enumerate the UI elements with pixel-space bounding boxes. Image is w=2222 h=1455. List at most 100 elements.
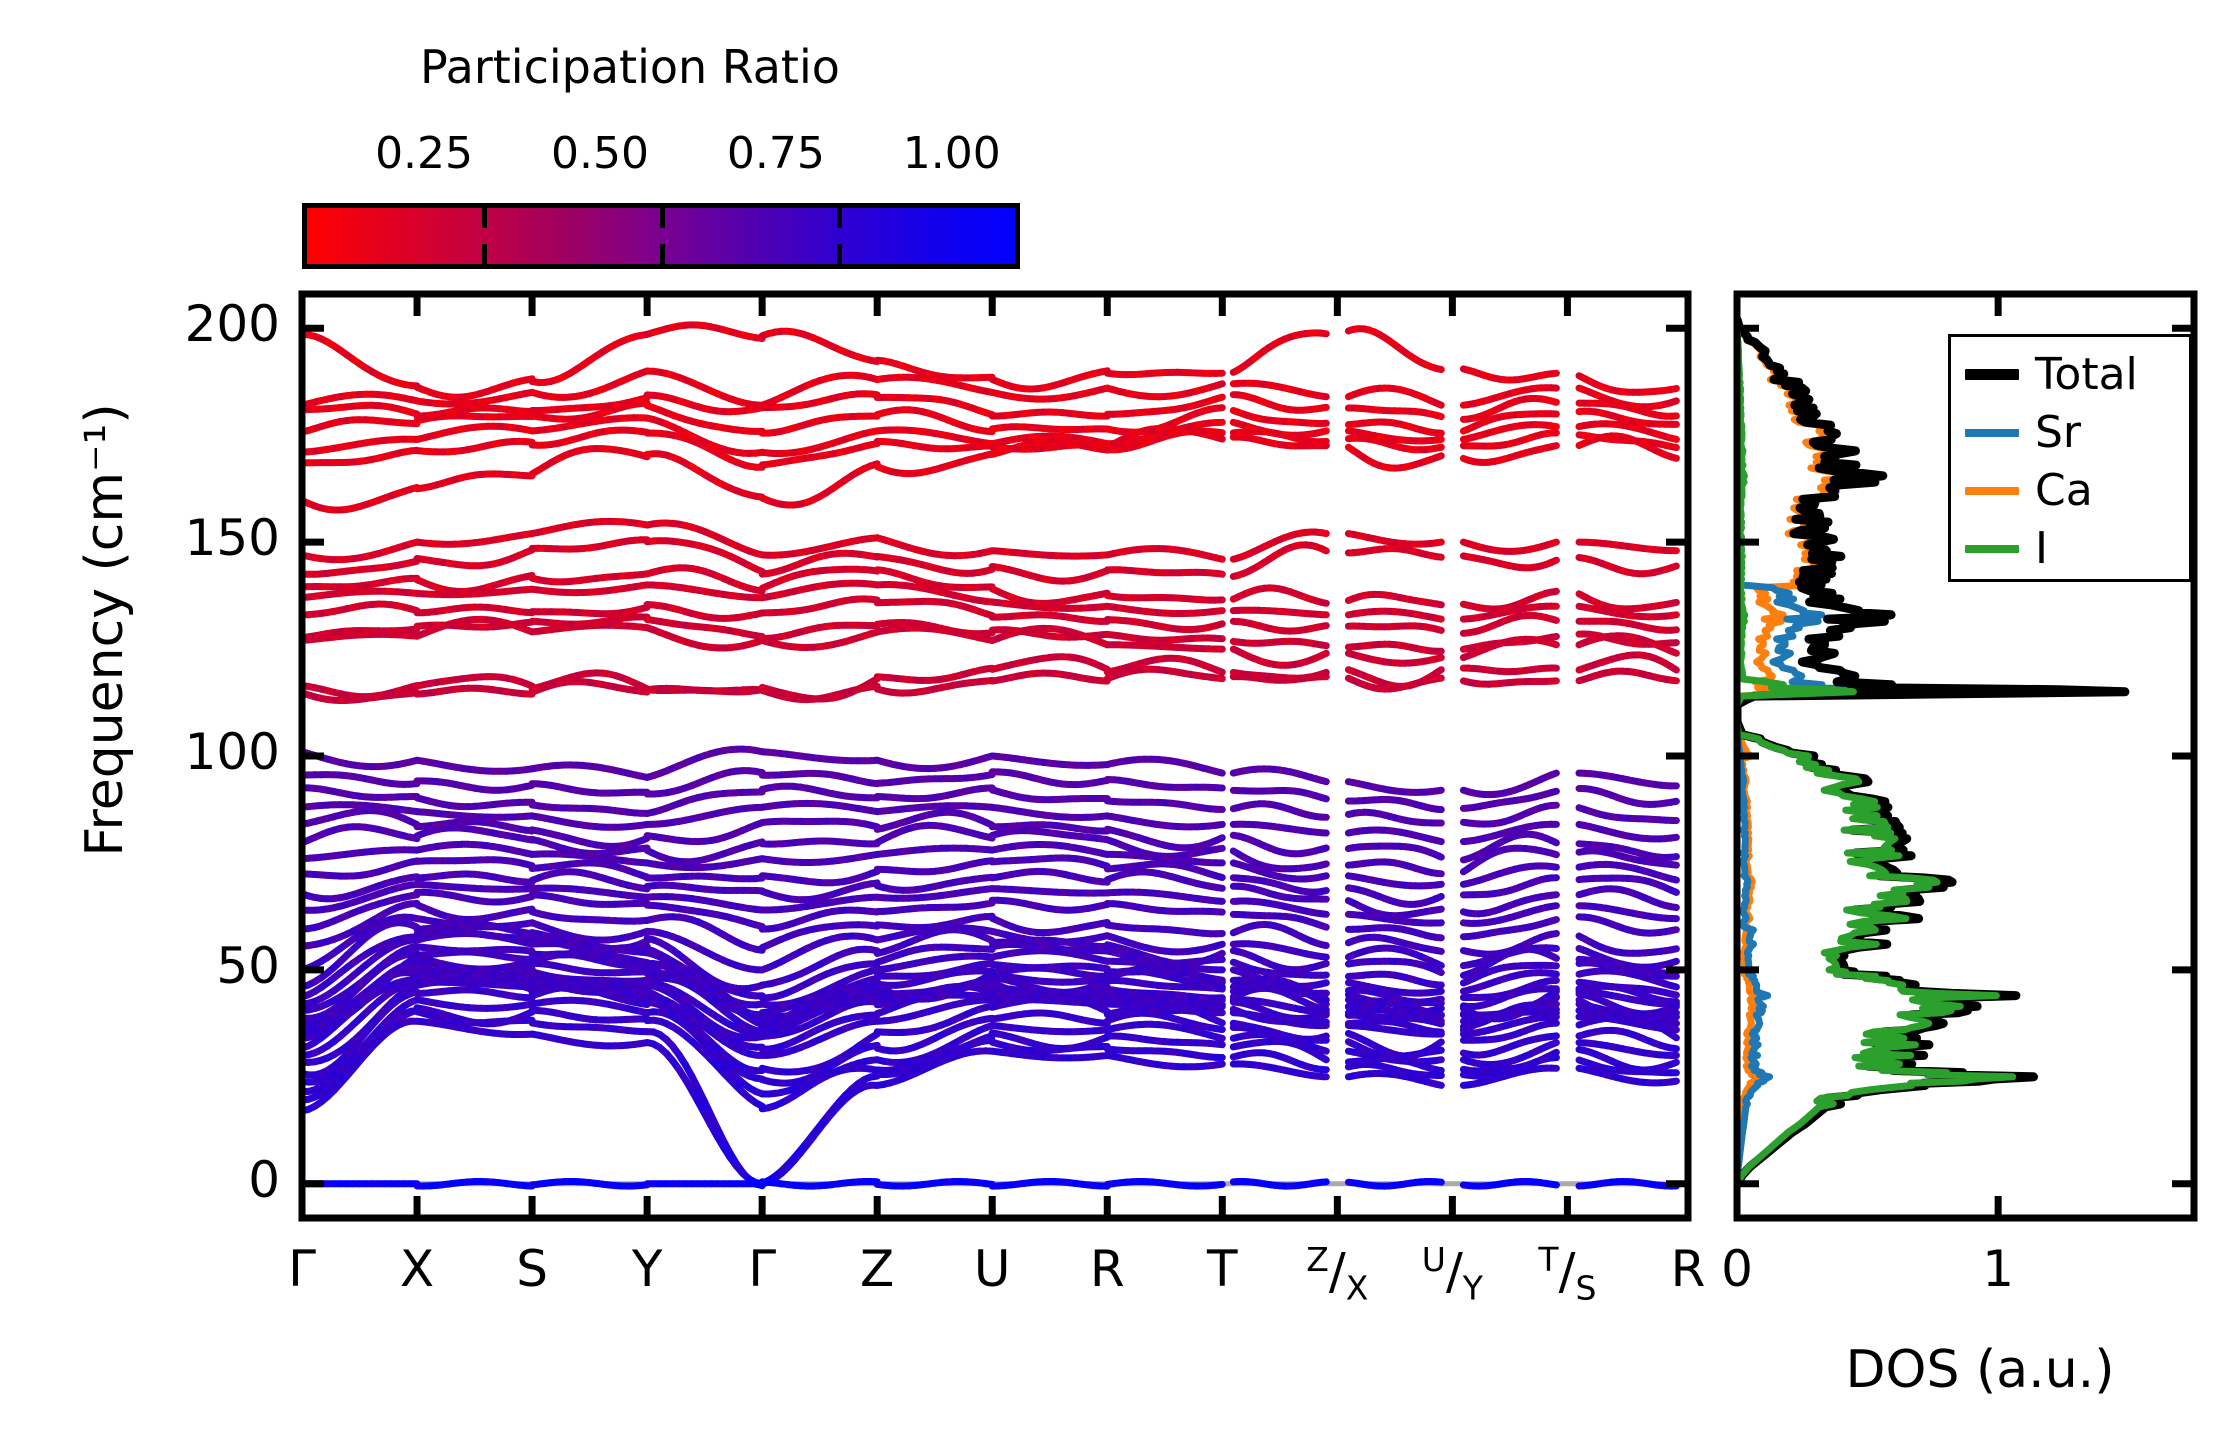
band-segment xyxy=(1501,947,1514,956)
band-segment xyxy=(1459,1004,1473,1015)
band-segment xyxy=(1059,1178,1073,1187)
band-segment xyxy=(637,1007,651,1017)
band-segment xyxy=(1014,997,1028,1006)
band-segment xyxy=(349,939,363,953)
band-segment xyxy=(713,981,728,991)
band-segment xyxy=(1245,971,1258,981)
band-segment xyxy=(662,974,677,983)
band-segment xyxy=(656,929,670,938)
band-segment xyxy=(1396,1002,1409,1011)
band-segment xyxy=(1199,997,1213,1006)
band-segment xyxy=(330,914,344,925)
band-segment xyxy=(1148,1060,1162,1069)
band-segment xyxy=(1360,1180,1373,1189)
band-segment xyxy=(1470,1019,1483,1029)
band-segment xyxy=(432,999,447,1008)
band-segment xyxy=(790,948,804,959)
band-segment xyxy=(1591,1004,1605,1013)
band-segment xyxy=(1608,1013,1621,1021)
band-segment xyxy=(317,1009,332,1020)
band-segment xyxy=(1007,1011,1022,1020)
band-segment xyxy=(809,961,824,972)
band-segment xyxy=(1084,982,1098,992)
band-segment xyxy=(368,988,383,1000)
band-segment xyxy=(554,982,568,992)
band-segment xyxy=(400,998,415,1010)
band-segment xyxy=(643,975,657,984)
band-segment xyxy=(324,1019,338,1032)
band-segment xyxy=(726,1061,741,1073)
band-segment xyxy=(739,1006,753,1018)
band-segment xyxy=(809,1036,824,1046)
band-segment xyxy=(720,1137,734,1157)
band-segment xyxy=(905,946,919,955)
band-segment xyxy=(975,973,990,985)
band-segment xyxy=(931,1052,945,1062)
band-segment xyxy=(886,998,900,1007)
band-segment xyxy=(541,952,555,962)
band-segment xyxy=(1501,926,1514,935)
band-segment xyxy=(797,980,811,991)
band-segment xyxy=(656,984,670,995)
band-segment xyxy=(726,959,741,969)
band-segment xyxy=(439,987,453,995)
band-segment xyxy=(720,1069,734,1084)
band-segment xyxy=(1580,1029,1594,1038)
band-segment xyxy=(1255,1038,1268,1047)
band-segment xyxy=(439,1021,453,1030)
band-segment xyxy=(771,1067,785,1076)
band-segment xyxy=(803,1003,817,1014)
band-segment xyxy=(854,1019,868,1028)
band-segment xyxy=(1386,1070,1399,1079)
band-segment xyxy=(1370,1049,1383,1059)
band-segment xyxy=(982,885,996,893)
band-segment xyxy=(336,1003,351,1016)
band-segment xyxy=(1432,1038,1445,1049)
band-segment xyxy=(829,1017,843,1027)
band-segment xyxy=(515,966,530,975)
band-segment xyxy=(899,905,913,914)
band-segment xyxy=(426,969,440,978)
band-segment xyxy=(809,1008,824,1018)
band-segment xyxy=(1122,1005,1137,1014)
band-segment xyxy=(924,1034,939,1045)
band-segment xyxy=(1516,1003,1529,1012)
band-segment xyxy=(1624,926,1637,935)
band-segment xyxy=(688,1072,702,1093)
band-segment xyxy=(1266,1016,1279,1025)
band-segment xyxy=(1027,901,1041,910)
band-segment xyxy=(1656,988,1670,997)
band-segment xyxy=(1206,952,1220,963)
band-segment xyxy=(1527,935,1540,946)
band-segment xyxy=(368,943,383,954)
band-segment xyxy=(809,1122,824,1138)
band-segment xyxy=(490,932,504,941)
band-segment xyxy=(745,1042,760,1051)
band-segment xyxy=(343,1053,357,1067)
band-segment xyxy=(375,973,389,986)
band-segment xyxy=(1527,1001,1540,1010)
band-segment xyxy=(637,964,651,974)
band-segment xyxy=(1078,992,1092,1000)
band-segment xyxy=(918,988,932,999)
band-segment xyxy=(969,913,983,922)
band-segment xyxy=(694,1018,709,1031)
band-segment xyxy=(1065,968,1079,977)
band-segment xyxy=(1645,1013,1659,1021)
band-segment xyxy=(1527,980,1540,990)
band-segment xyxy=(797,994,811,1005)
band-segment xyxy=(362,983,376,997)
band-segment xyxy=(1532,1000,1545,1010)
band-segment xyxy=(1532,1021,1545,1031)
band-segment xyxy=(419,1018,434,1027)
band-segment xyxy=(1485,1012,1498,1022)
band-segment xyxy=(432,945,447,953)
band-segment xyxy=(1302,986,1315,996)
band-segment xyxy=(1608,957,1621,967)
band-segment xyxy=(880,1181,894,1190)
band-segment xyxy=(1250,1026,1263,1035)
band-segment xyxy=(1116,923,1130,931)
band-segment xyxy=(1154,1021,1169,1029)
band-segment xyxy=(931,985,945,994)
band-segment xyxy=(1651,1023,1664,1032)
